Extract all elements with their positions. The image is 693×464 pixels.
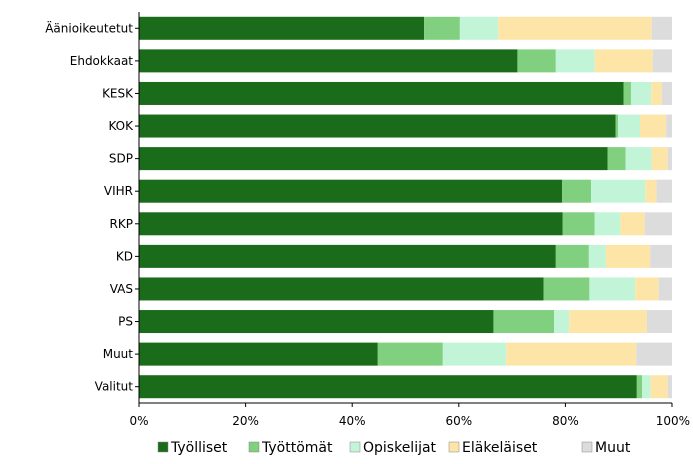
bar-kd-opiskelijat bbox=[588, 244, 606, 268]
legend-label-elakelaiset: Eläkeläiset bbox=[462, 440, 538, 456]
bar-marks bbox=[139, 16, 672, 399]
bar-vihr-tyolliset bbox=[139, 179, 563, 203]
bar-vas-tyottomat bbox=[543, 277, 590, 301]
bar-vihr-opiskelijat bbox=[590, 179, 646, 203]
bar-kesk-opiskelijat bbox=[630, 81, 652, 105]
bar-kesk-tyottomat bbox=[623, 81, 631, 105]
bar-rkp-tyolliset bbox=[139, 212, 563, 236]
category-label: KOK bbox=[108, 119, 134, 133]
legend-swatch-tyottomat bbox=[248, 441, 260, 453]
bar-kesk-elakelaiset bbox=[651, 81, 662, 105]
bar-kok-tyolliset bbox=[139, 114, 616, 138]
x-tick-label: 60% bbox=[445, 414, 472, 428]
bar-vas-elakelaiset bbox=[635, 277, 659, 301]
legend-label-tyottomat: Työttömät bbox=[261, 440, 333, 456]
bar-ps-elakelaiset bbox=[569, 310, 647, 334]
bar-sdp-tyolliset bbox=[139, 147, 608, 171]
bar-valitut-muut bbox=[667, 375, 672, 399]
bar-valitut-tyottomat bbox=[636, 375, 643, 399]
bar-valitut-elakelaiset bbox=[650, 375, 668, 399]
category-label: RKP bbox=[110, 217, 133, 231]
bar-aanioikeutetut-elakelaiset bbox=[498, 16, 652, 40]
category-labels: Äänioikeutetut Ehdokkaat KESK KOK SDP VIHR RKP… bbox=[45, 20, 134, 393]
bar-ps-tyottomat bbox=[493, 310, 555, 334]
bar-vas-opiskelijat bbox=[589, 277, 636, 301]
category-label: PS bbox=[118, 315, 133, 329]
legend: Työlliset Työttömät Opiskelijat Eläkeläiset… bbox=[157, 440, 631, 456]
bar-muut-tyolliset bbox=[139, 342, 378, 366]
bar-rkp-muut bbox=[644, 212, 672, 236]
bar-kd-muut bbox=[650, 244, 672, 268]
bar-ehdokkaat-elakelaiset bbox=[594, 49, 653, 73]
legend-label-tyolliset: Työlliset bbox=[170, 440, 228, 456]
bar-ehdokkaat-tyottomat bbox=[517, 49, 556, 73]
legend-swatch-opiskelijat bbox=[349, 441, 361, 453]
bar-ps-tyolliset bbox=[139, 310, 494, 334]
bar-kesk-muut bbox=[661, 81, 672, 105]
bar-rkp-tyottomat bbox=[562, 212, 595, 236]
category-label: Ehdokkaat bbox=[70, 54, 134, 68]
category-label: KESK bbox=[102, 86, 134, 100]
bar-ehdokkaat-opiskelijat bbox=[555, 49, 595, 73]
bar-rkp-opiskelijat bbox=[594, 212, 621, 236]
category-label: VAS bbox=[110, 282, 133, 296]
category-label: KD bbox=[116, 249, 133, 263]
bar-aanioikeutetut-muut bbox=[651, 16, 672, 40]
bar-sdp-opiskelijat bbox=[625, 147, 652, 171]
bar-kok-opiskelijat bbox=[618, 114, 641, 138]
bar-kok-tyottomat bbox=[615, 114, 619, 138]
x-tick-label: 40% bbox=[339, 414, 366, 428]
bar-vihr-tyottomat bbox=[562, 179, 591, 203]
bar-aanioikeutetut-tyolliset bbox=[139, 16, 425, 40]
legend-swatch-elakelaiset bbox=[448, 441, 460, 453]
legend-swatch-tyolliset bbox=[157, 441, 169, 453]
bar-vihr-elakelaiset bbox=[645, 179, 657, 203]
bar-vas-muut bbox=[658, 277, 672, 301]
bar-muut-elakelaiset bbox=[506, 342, 637, 366]
bar-ps-opiskelijat bbox=[554, 310, 570, 334]
legend-label-muut: Muut bbox=[595, 440, 631, 456]
chart-axes bbox=[135, 12, 673, 407]
bar-sdp-elakelaiset bbox=[651, 147, 668, 171]
bar-sdp-tyottomat bbox=[607, 147, 626, 171]
bar-kesk-tyolliset bbox=[139, 81, 624, 105]
bar-kok-muut bbox=[666, 114, 672, 138]
bar-rkp-elakelaiset bbox=[620, 212, 645, 236]
x-axis-ticks: 0% 20% 40% 60% 80% 100% bbox=[129, 414, 690, 428]
bar-sdp-muut bbox=[667, 147, 672, 171]
bar-ehdokkaat-tyolliset bbox=[139, 49, 518, 73]
legend-label-opiskelijat: Opiskelijat bbox=[363, 440, 437, 456]
x-tick-label: 80% bbox=[552, 414, 579, 428]
bar-muut-opiskelijat bbox=[442, 342, 507, 366]
bar-muut-tyottomat bbox=[377, 342, 443, 366]
x-tick-label: 20% bbox=[232, 414, 259, 428]
bar-aanioikeutetut-tyottomat bbox=[424, 16, 460, 40]
bar-vihr-muut bbox=[656, 179, 672, 203]
category-label: Äänioikeutetut bbox=[45, 20, 133, 35]
category-label: Muut bbox=[103, 347, 134, 361]
bar-kok-elakelaiset bbox=[640, 114, 667, 138]
bar-muut-muut bbox=[636, 342, 672, 366]
category-label: SDP bbox=[109, 152, 133, 166]
bar-ehdokkaat-muut bbox=[652, 49, 672, 73]
category-label: VIHR bbox=[104, 184, 133, 198]
bar-kd-tyottomat bbox=[555, 244, 589, 268]
category-label: Valitut bbox=[95, 380, 134, 394]
bar-ps-muut bbox=[646, 310, 672, 334]
bar-vas-tyolliset bbox=[139, 277, 544, 301]
bar-kd-elakelaiset bbox=[605, 244, 651, 268]
bar-kd-tyolliset bbox=[139, 244, 556, 268]
bar-aanioikeutetut-opiskelijat bbox=[459, 16, 499, 40]
legend-swatch-muut bbox=[581, 441, 593, 453]
bar-valitut-opiskelijat bbox=[642, 375, 651, 399]
x-tick-label: 0% bbox=[129, 414, 148, 428]
x-tick-label: 100% bbox=[656, 414, 690, 428]
bar-valitut-tyolliset bbox=[139, 375, 637, 399]
